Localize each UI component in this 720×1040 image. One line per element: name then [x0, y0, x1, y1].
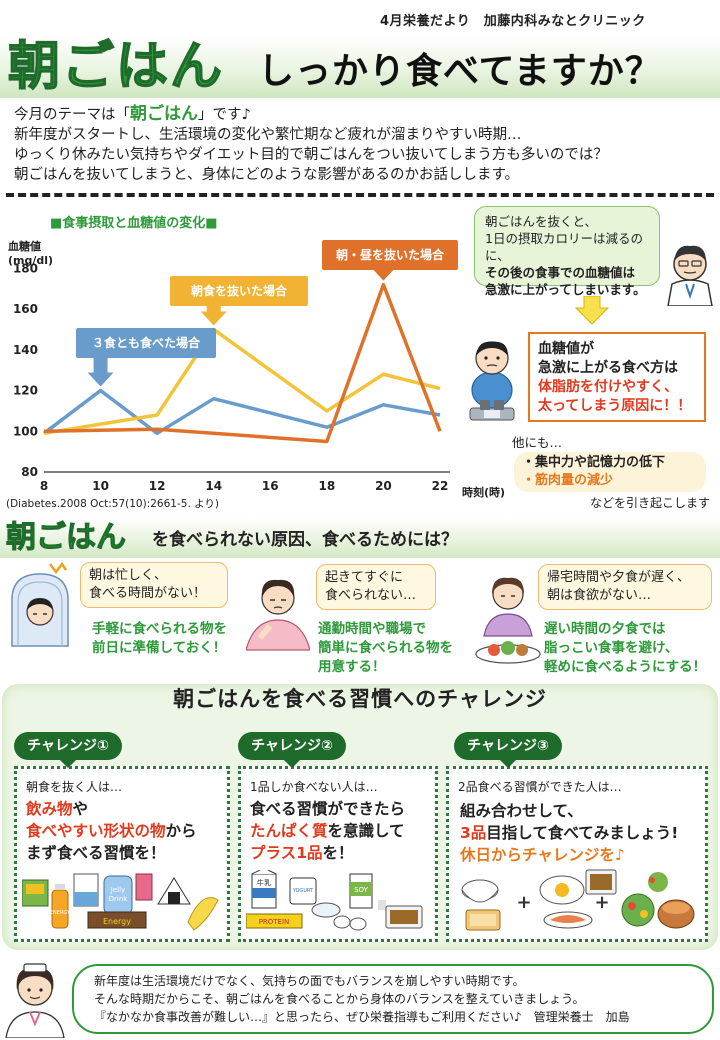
- intro: 今月のテーマは「朝ごはん」です♪ 新年度がスタートし、生活環境の変化や繁忙期など…: [14, 104, 714, 185]
- challenge-body-3: 組み合わせして、 3品目指して食べてみましょう! 休日からチャレンジを♪: [460, 802, 679, 864]
- challenge-tag-1: チャレンジ①: [14, 732, 122, 760]
- x-tick-label: 8: [40, 479, 48, 493]
- speech-bubble: 朝ごはんを抜くと、 1日の摂取カロリーは減るのに、 その後の食事での血糖値は 急…: [474, 206, 660, 297]
- intro-line3: ゆっくり休みたい気持ちやダイエット目的で朝ごはんをつい抜いてしまう方も多いのでは…: [14, 147, 608, 163]
- intro-theme: 朝ごはん: [130, 104, 198, 124]
- y-tick-label: 80: [21, 465, 38, 479]
- late-dinner-person-icon: [475, 577, 541, 664]
- svg-text:SOY: SOY: [354, 886, 369, 894]
- svg-text:牛乳: 牛乳: [257, 878, 271, 887]
- challenge-lead-2: 1品しか食べない人は…: [250, 780, 378, 794]
- svg-text:PROTEIN: PROTEIN: [259, 918, 290, 926]
- arrow-three-meals-icon: [87, 356, 114, 387]
- reason-bubble-1: 朝は忙しく、 食べる時間がない！: [80, 562, 228, 608]
- reason-tip-1: 手軽に食べられる物を 前日に準備しておく！: [92, 621, 227, 656]
- easy-foods-icon: ENERGY Jelly Drink Energy: [22, 873, 219, 931]
- intro-line2: 新年度がスタートし、生活環境の変化や繁忙期など疲れが溜まりやすい時期…: [14, 127, 522, 143]
- series-label-skip-breakfast: 朝食を抜いた場合: [170, 276, 308, 306]
- other-effects: 他にも…: [512, 435, 563, 450]
- blood-sugar-chart: 80 100 120 140 160 180 8 10 12 14 16 18 20 22: [13, 250, 450, 493]
- challenge-title: 朝ごはんを食べる習慣へのチャレンジ: [173, 687, 547, 711]
- svg-text:ENERGY: ENERGY: [50, 910, 71, 916]
- svg-text:Drink: Drink: [109, 895, 129, 903]
- tag-pointer-1: [58, 758, 78, 768]
- y-tick-label: 100: [13, 424, 38, 438]
- challenge-body-2: 食べる習慣ができたら たんぱく質を意識して プラス1品を！: [250, 800, 406, 862]
- challenge-lead-1: 朝食を抜く人は…: [26, 780, 123, 794]
- reasons-title-rest: を食べられない原因、食べるためには？: [152, 530, 458, 550]
- svg-text:YOGURT: YOGURT: [292, 888, 314, 894]
- page-title-main: 朝ごはん: [7, 36, 225, 98]
- protein-foods-icon: 牛乳 YOGURT SOY PROTEIN: [246, 870, 423, 931]
- series-line-skip-breakfast: [43, 327, 441, 436]
- intro-line4: 朝ごはんを抜いてしまうと、身体にどのような影響があるのかお話しします。: [14, 167, 520, 183]
- chart-citation: (Diabetes.2008 Oct:57(10):2661-5. より): [6, 498, 219, 510]
- other-effects-tail: などを引き起こします: [590, 496, 711, 510]
- series-line-three-meals: [42, 388, 441, 436]
- chart-xlabel: 時刻(時): [462, 486, 506, 499]
- warning-box: 血糖値が 急激に上がる食べ方は 体脂肪を付けやすく、 太ってしまう原因に！！: [528, 332, 706, 422]
- y-tick-label: 120: [13, 384, 38, 398]
- challenge-lead-3: 2品食べる習慣ができた人は…: [458, 780, 622, 794]
- x-tick-label: 22: [432, 479, 449, 493]
- series-label-skip-breakfast-lunch: 朝・昼を抜いた場合: [322, 240, 458, 270]
- tag-pointer-3: [498, 758, 518, 768]
- y-tick-label: 180: [13, 261, 38, 275]
- x-tick-label: 10: [92, 479, 109, 493]
- reason-tip-3: 遅い時間の夕食では 脂っこい食事を避け、 軽めに食べるようにする！: [544, 621, 707, 675]
- x-tick-label: 18: [319, 479, 336, 493]
- svg-text:Jelly: Jelly: [110, 886, 125, 894]
- newsletter-source: 4月栄養だより 加藤内科みなとクリニック: [380, 14, 646, 29]
- x-tick-label: 20: [375, 479, 392, 493]
- x-tick-label: 14: [205, 479, 222, 493]
- series-line-skip-breakfast-lunch: [43, 282, 442, 444]
- footer-message: 新年度は生活環境だけでなく、気持ちの面でもバランスを崩しやすい時期です。 そんな…: [72, 964, 714, 1034]
- reasons-title-em: 朝ごはん: [6, 520, 127, 556]
- chart-ylabel: 血糖値 (mg/dl): [8, 240, 54, 267]
- tired-person-icon: [246, 579, 310, 651]
- reasons-band: [0, 518, 720, 558]
- page-title-rest: しっかり食べてますか？: [258, 51, 662, 92]
- svg-text:+: +: [594, 892, 609, 913]
- svg-text:Energy: Energy: [103, 917, 131, 926]
- reason-tip-2: 通勤時間や職場で 簡単に食べられる物を 用意する！: [318, 621, 453, 675]
- x-tick-label: 16: [262, 479, 279, 493]
- y-tick-label: 160: [13, 302, 38, 316]
- chart-title: ■食事摂取と血糖値の変化■: [50, 216, 218, 231]
- sleeping-person-icon: [11, 561, 69, 647]
- tag-pointer-2: [282, 758, 302, 768]
- series-label-three-meals: ３食とも食べた場合: [76, 328, 216, 358]
- reason-bubble-2: 起きてすぐに 食べられない…: [316, 564, 436, 610]
- intro-line1: 今月のテーマは「朝ごはん」です♪: [14, 104, 251, 124]
- title-band: [0, 36, 720, 98]
- challenge-body-1: 飲み物や 食べやすい形状の物から まず食べる習慣を！: [26, 800, 197, 862]
- x-tick-label: 12: [149, 479, 166, 493]
- doctor-icon: [667, 245, 713, 306]
- overweight-person-icon: [469, 341, 515, 421]
- svg-text:+: +: [516, 892, 531, 913]
- down-arrow-icon: [574, 296, 610, 325]
- dietitian-icon: [5, 963, 65, 1038]
- challenge-tag-3: チャレンジ③: [454, 732, 562, 760]
- y-tick-label: 140: [13, 343, 38, 357]
- reason-bubble-3: 帰宅時間や夕食が遅く、 朝は食欲がない…: [538, 564, 712, 610]
- balanced-meal-icon: + +: [461, 869, 695, 931]
- other-effects-list: ・集中力や記憶力の低下 ・筋肉量の減少: [514, 452, 706, 492]
- dashed-divider: [6, 193, 714, 197]
- challenge-tag-2: チャレンジ②: [238, 732, 346, 760]
